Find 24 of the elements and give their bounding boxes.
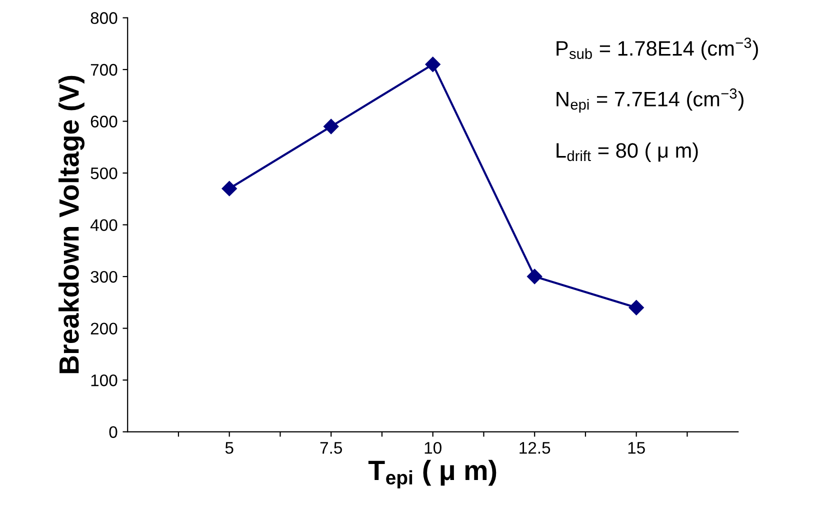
- annotation: P$_{sub}$ = 1.78E14 (cm$^{−3}$): [556, 38, 758, 60]
- annotation: N$_{epi}$ = 7.7E14 (cm$^{−3}$): [556, 88, 744, 113]
- y-axis-title: Breakdown Voltage (V): [58, 76, 85, 374]
- y-tick-label: 400: [90, 219, 118, 231]
- y-tick-label: 500: [90, 167, 118, 180]
- annotation: L$_{drift}$ = 80 ( μ m): [556, 142, 698, 162]
- x-tick-label: 12.5: [520, 442, 550, 454]
- y-tick-label: 100: [91, 374, 118, 386]
- point: [628, 300, 644, 316]
- x-tick-label: 15: [628, 442, 645, 454]
- point: [527, 268, 542, 284]
- x-tick-label: 10: [424, 442, 442, 454]
- point: [324, 118, 339, 134]
- y-tick-label: 300: [90, 270, 118, 283]
- point: [222, 180, 237, 196]
- x-tick-label: 7.5: [320, 442, 342, 454]
- x-tick-label: 5: [225, 442, 234, 454]
- x-axis-title: T$_{epi}$ ( μ m): [368, 460, 496, 488]
- y-tick-label: 700: [90, 64, 118, 76]
- y-tick-label: 600: [90, 116, 118, 128]
- y-tick-label: 200: [90, 322, 118, 334]
- y-tick-label: 0: [109, 426, 118, 438]
- y-tick-label: 800: [90, 12, 118, 24]
- point: [425, 56, 440, 72]
